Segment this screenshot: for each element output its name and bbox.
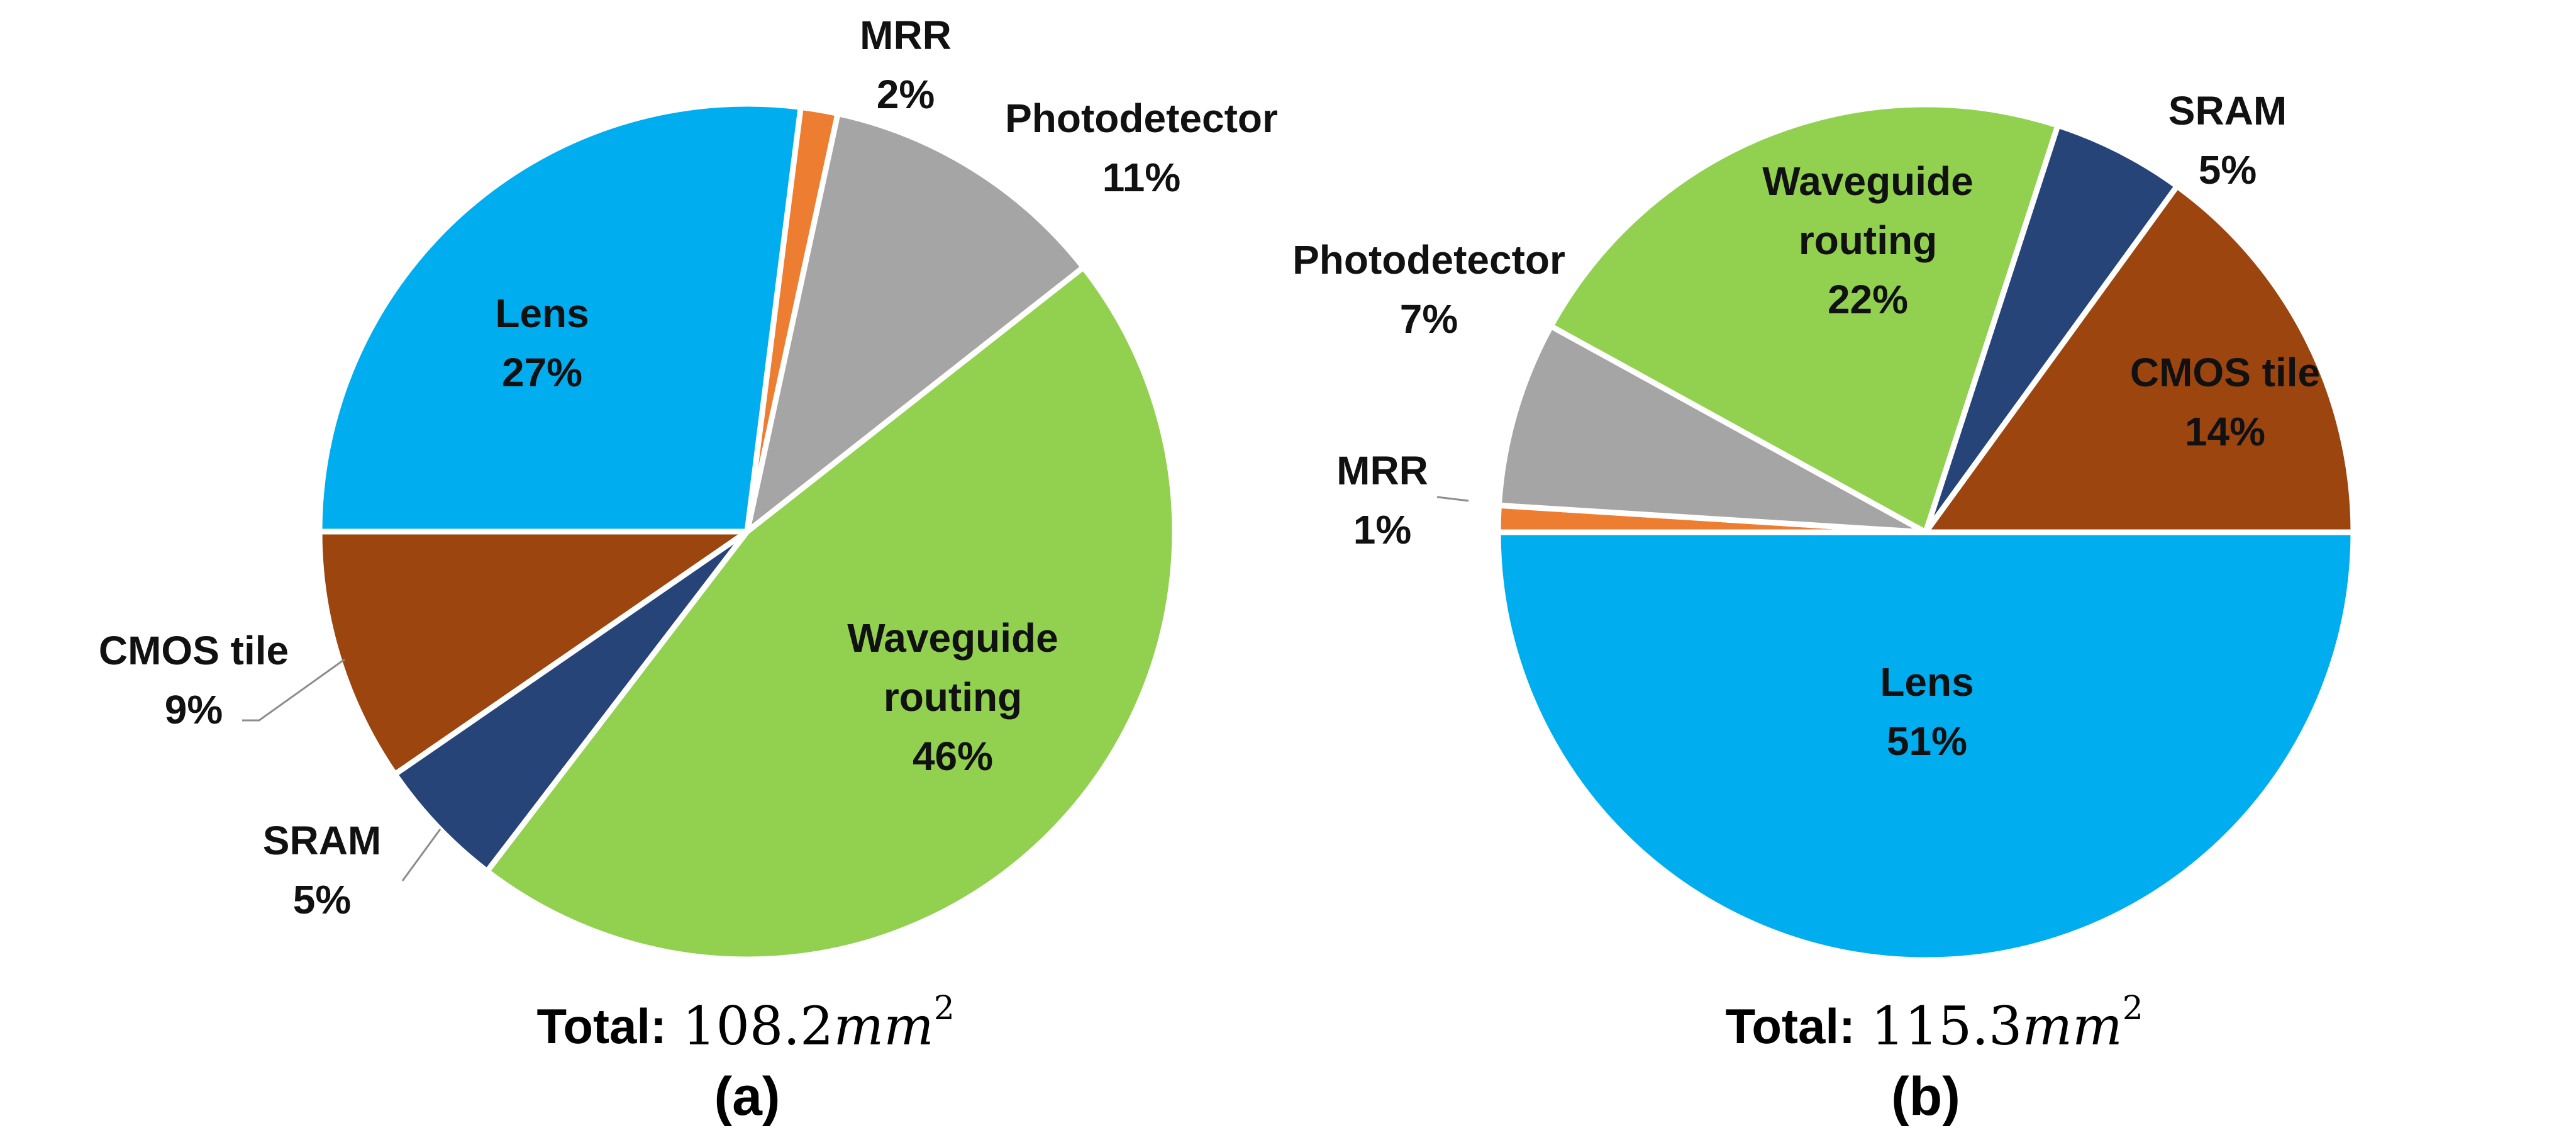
pie-a-leader-lines	[242, 658, 441, 881]
total-value-b-unit: mm	[2022, 995, 2122, 1057]
pie-a-label-pct-photodetector: 11%	[1102, 155, 1181, 200]
pie-a-slice-photodetector	[744, 110, 1087, 535]
pie-b-label-photodetector: Photodetector 7%	[1292, 237, 1565, 342]
pie-a-label-name-waveguide-routing-2: routing	[884, 674, 1022, 720]
pie-b-leader-lines	[1436, 496, 1469, 502]
pie-a-label-pct-mrr: 2%	[877, 72, 935, 117]
pie-b-label-name-sram: SRAM	[2168, 88, 2287, 133]
pie-b-label-name-cmos-tile: CMOS tile	[2130, 350, 2320, 395]
pie-a-slices	[316, 101, 1178, 963]
total-label-b: Total:	[1725, 998, 1855, 1054]
pie-b-label-pct-waveguide-routing: 22%	[1828, 277, 1908, 322]
pie-a-label-pct-lens: 27%	[502, 350, 582, 395]
pie-a-label-photodetector: Photodetector 11%	[1005, 96, 1278, 200]
pie-chart-a: Lens 27% MRR 2% Photodetector 11% Waveguide rou…	[99, 13, 1278, 1127]
pie-a-slice-cmos-tile	[316, 528, 750, 778]
pie-a-label-pct-sram: 5%	[293, 877, 352, 922]
pie-a-label-name-photodetector: Photodetector	[1005, 96, 1278, 141]
pie-b-label-pct-lens: 51%	[1887, 718, 1967, 764]
pie-b-slice-photodetector	[1496, 323, 1929, 535]
total-label-a: Total:	[536, 998, 667, 1054]
pie-b-label-pct-mrr: 1%	[1353, 507, 1412, 552]
pie-a-label-waveguide-routing: Waveguide routing 46%	[847, 615, 1058, 779]
pie-a-label-cmos-tile: CMOS tile 9%	[99, 628, 289, 732]
total-value-a-unit: mm	[833, 995, 933, 1057]
total-value-b-exponent: 2	[2123, 990, 2143, 1027]
pie-b-label-sram: SRAM 5%	[2168, 88, 2287, 193]
total-value-b: 115.3mm2	[1871, 990, 2143, 1057]
pie-b-label-pct-photodetector: 7%	[1400, 296, 1458, 342]
pie-b-labels: Lens 51% MRR 1% Photodetector 7% Waveguide rout…	[1292, 88, 2320, 764]
total-value-a-exponent: 2	[934, 990, 955, 1027]
pie-a-label-mrr: MRR 2%	[860, 13, 952, 117]
pie-b-slice-sram	[1923, 122, 2180, 535]
pie-a-slice-waveguide-routing	[484, 264, 1178, 963]
pie-b-leader-mrr	[1436, 496, 1469, 502]
pie-a-label-lens: Lens 27%	[495, 291, 589, 395]
pie-b-slice-lens	[1495, 529, 2357, 963]
pie-b-label-name-mrr: MRR	[1336, 448, 1428, 493]
pie-b-label-pct-sram: 5%	[2199, 147, 2257, 193]
pie-b-label-cmos-tile: CMOS tile 14%	[2130, 350, 2320, 454]
pie-a-label-name-sram: SRAM	[263, 818, 381, 863]
pie-a-label-name-mrr: MRR	[860, 13, 952, 58]
total-value-a-number: 108.2	[682, 995, 833, 1057]
pie-b-label-name-waveguide-routing-2: routing	[1799, 218, 1937, 263]
pie-a-label-sram: SRAM 5%	[263, 818, 381, 922]
total-value-a: 108.2mm2	[682, 990, 955, 1057]
pie-b-label-lens: Lens 51%	[1880, 659, 1974, 764]
total-value-b-number: 115.3	[1871, 995, 2022, 1057]
pie-a-labels: Lens 27% MRR 2% Photodetector 11% Waveguide rou…	[99, 13, 1278, 922]
pie-b-label-name-waveguide-routing-1: Waveguide	[1762, 159, 1973, 204]
panel-caption-a: (a)	[714, 1066, 780, 1127]
pie-b-label-pct-cmos-tile: 14%	[2185, 409, 2265, 454]
pie-b-slices	[1495, 101, 2357, 963]
pie-a-label-name-lens: Lens	[495, 291, 589, 336]
pie-a-slice-sram	[392, 528, 750, 875]
pie-a-label-pct-waveguide-routing: 46%	[913, 734, 993, 779]
pie-b-label-name-photodetector: Photodetector	[1292, 237, 1565, 282]
pie-a-label-pct-cmos-tile: 9%	[165, 687, 223, 732]
pie-b-label-name-lens: Lens	[1880, 659, 1974, 705]
pie-a-leader-cmos-tile	[242, 658, 345, 722]
pie-chart-b: Lens 51% MRR 1% Photodetector 7% Waveguide rout…	[1292, 88, 2357, 1127]
pie-b-label-waveguide-routing: Waveguide routing 22%	[1762, 159, 1973, 322]
pie-a-label-name-waveguide-routing-1: Waveguide	[847, 615, 1058, 661]
panel-caption-b: (b)	[1891, 1066, 1960, 1127]
pie-b-slice-cmos-tile	[1923, 183, 2357, 535]
pie-b-label-mrr: MRR 1%	[1336, 448, 1428, 552]
pie-a-leader-sram	[401, 829, 441, 881]
pie-a-label-name-cmos-tile: CMOS tile	[99, 628, 289, 673]
pie-b-slice-waveguide-routing	[1548, 101, 2061, 535]
pie-a-slice-lens	[316, 101, 804, 535]
